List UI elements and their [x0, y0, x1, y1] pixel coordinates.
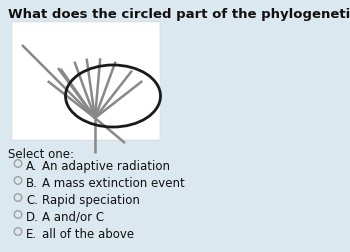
Text: E.: E.: [26, 228, 37, 241]
Text: C.: C.: [26, 194, 38, 207]
Text: A mass extinction event: A mass extinction event: [42, 177, 185, 190]
Circle shape: [14, 177, 22, 184]
Text: Rapid speciation: Rapid speciation: [42, 194, 140, 207]
Text: D.: D.: [26, 211, 39, 224]
Text: An adaptive radiation: An adaptive radiation: [42, 160, 170, 173]
Text: Select one:: Select one:: [8, 148, 74, 161]
Text: A and/or C: A and/or C: [42, 211, 104, 224]
Circle shape: [14, 211, 22, 218]
Text: all of the above: all of the above: [42, 228, 134, 241]
Circle shape: [14, 228, 22, 235]
Text: A.: A.: [26, 160, 37, 173]
FancyBboxPatch shape: [12, 22, 160, 140]
Text: B.: B.: [26, 177, 38, 190]
Circle shape: [14, 160, 22, 167]
Circle shape: [14, 194, 22, 201]
Text: What does the circled part of the phylogenetic tree below indicate?: What does the circled part of the phylog…: [8, 8, 350, 21]
